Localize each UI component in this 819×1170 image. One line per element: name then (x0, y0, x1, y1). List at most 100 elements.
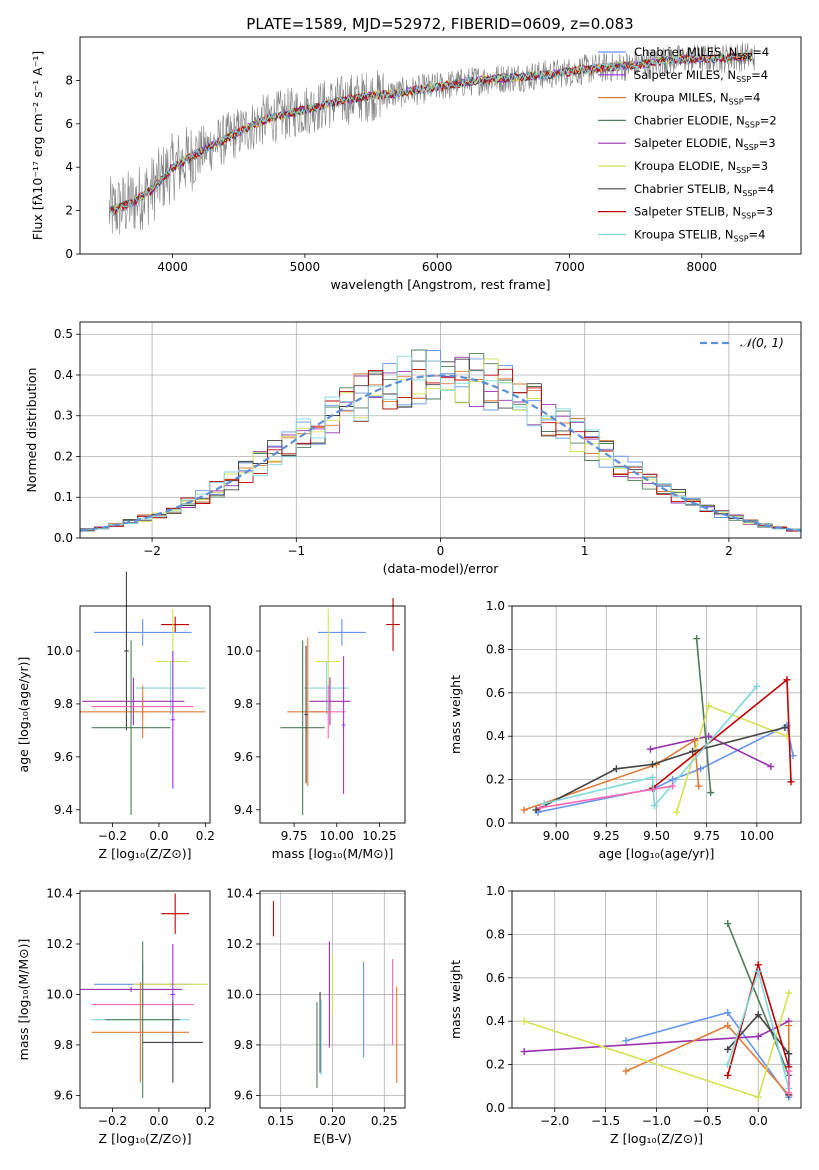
y-axis-label: mass weight (448, 675, 463, 754)
point-marker (691, 737, 699, 745)
y-tick-label: 0.2 (54, 449, 73, 463)
point-marker (754, 967, 762, 975)
ticks: 0.15 0.20 0.25 9.6 9.8 10.0 10.2 10.4 (226, 887, 397, 1128)
y-tick-label: 0.1 (54, 490, 73, 504)
plot-content (80, 893, 208, 1098)
weight-series (540, 682, 761, 810)
x-tick-label: 10.25 (362, 829, 396, 843)
y-axis-label: Normed distribution (24, 368, 39, 493)
point-marker (754, 1032, 762, 1040)
y-tick-label: 9.4 (234, 803, 253, 817)
errorbar-point (80, 986, 183, 992)
point-marker (754, 1011, 762, 1019)
ticks: 9.75 10.00 10.25 9.4 9.6 9.8 10.0 (226, 644, 396, 843)
point-marker (767, 763, 775, 771)
legend: 𝒩(0, 1) (700, 336, 784, 350)
x-tick-label: 0.0 (749, 1114, 768, 1128)
errorbar-point (386, 598, 400, 651)
legend-label: Salpeter STELIB, NSSP=3 (634, 205, 773, 221)
point-marker (650, 802, 658, 810)
plot-weight-vs-Z: −2.0 −1.5 −1.0 −0.5 0.0 0.0 0.2 0.4 0.6 0.8 1.0 Z [… (448, 884, 802, 1146)
axes-frame (79, 605, 211, 824)
x-tick-label: −0.2 (98, 1114, 127, 1128)
model-line (109, 50, 753, 215)
x-tick-label: 7000 (554, 260, 585, 274)
legend-label: Salpeter MILES, NSSP=4 (634, 68, 768, 84)
point-marker (612, 765, 620, 773)
series-line (695, 638, 712, 793)
point-marker (669, 782, 677, 790)
y-axis-label: Flux [fλ10⁻¹⁷ erg cm⁻² s⁻¹ A⁻¹] (30, 51, 45, 240)
legend-label: Chabrier ELODIE, NSSP=2 (634, 113, 777, 129)
point-marker (673, 808, 681, 816)
y-tick-label: 0.3 (54, 409, 73, 423)
x-tick-label: 0.2 (196, 1114, 215, 1128)
x-axis-label: E(B-V) (313, 1131, 352, 1146)
plot-mass-vs-Z: −0.2 0.0 0.2 9.6 9.8 10.0 10.2 10.4 Z [log₁₀(Z/Z… (16, 887, 215, 1146)
x-tick-label: 4000 (157, 260, 188, 274)
gaussian-curve (79, 374, 802, 532)
errorbar-point (80, 685, 206, 739)
x-tick-label: 0.25 (371, 1114, 398, 1128)
point-marker (697, 765, 705, 773)
axes-frame (259, 605, 406, 824)
plot-content (108, 42, 755, 235)
x-axis-label: Z [log₁₀(Z/Z⊙)] (99, 846, 192, 861)
legend-label: Chabrier MILES, NSSP=4 (634, 45, 769, 61)
x-tick-label: 0.0 (149, 1114, 168, 1128)
axes-frame (259, 890, 406, 1109)
point-marker (705, 702, 713, 710)
point-marker (622, 1037, 630, 1045)
y-tick-label: 0.0 (486, 1101, 505, 1115)
point-marker (781, 724, 789, 732)
point-marker (724, 1045, 732, 1053)
y-tick-label: 10.2 (226, 937, 253, 951)
grid (512, 605, 801, 824)
errorbar-point (341, 656, 346, 794)
point-marker (536, 804, 544, 812)
plot-spectrum: 4000 5000 6000 7000 8000 0 2 4 6 8 wavelength [Ang… (30, 36, 802, 292)
x-tick-label: 9.25 (593, 829, 620, 843)
point-marker (540, 799, 548, 807)
errorbar-point (304, 661, 349, 715)
errorbar-point (309, 677, 351, 726)
x-tick-label: 2 (725, 544, 733, 558)
ticks: 9.00 9.25 9.50 9.75 10.00 0.0 0.2 0.4 0.6 0.8 1.0 (486, 599, 774, 843)
x-axis-label: Z [log₁₀(Z/Z⊙)] (610, 1131, 703, 1146)
plot-age-vs-Z: −0.2 0.0 0.2 9.4 9.6 9.8 10.0 Z [log₁₀(Z/Z⊙)] ag… (16, 571, 215, 861)
y-tick-label: 0.0 (486, 816, 505, 830)
x-tick-label: −0.2 (98, 829, 127, 843)
y-tick-label: 0.5 (54, 327, 73, 341)
errorbar-point (318, 619, 366, 646)
y-tick-label: 10.2 (46, 937, 73, 951)
series-line (675, 704, 788, 813)
model-line (109, 51, 753, 215)
x-axis-label: Z [log₁₀(Z/Z⊙)] (99, 1131, 192, 1146)
axes-frame (79, 890, 211, 1109)
x-tick-label: −1.0 (642, 1114, 671, 1128)
legend-label: Salpeter ELODIE, NSSP=3 (634, 136, 776, 152)
y-tick-label: 9.6 (54, 1088, 73, 1102)
y-tick-label: 1.0 (486, 884, 505, 898)
x-tick-label: −1 (287, 544, 305, 558)
weight-series (648, 676, 795, 792)
x-tick-label: 0.15 (267, 1114, 294, 1128)
y-axis-label: age [log₁₀(age/yr)] (16, 657, 31, 773)
y-tick-label: 0 (65, 247, 73, 261)
errorbar-point (161, 616, 190, 633)
point-marker (754, 961, 762, 969)
point-marker (753, 682, 761, 690)
x-tick-label: −2 (143, 544, 161, 558)
point-marker (787, 778, 795, 786)
y-tick-label: 9.6 (54, 750, 73, 764)
series-line (523, 739, 700, 811)
x-axis-label: (data-model)/error (383, 561, 500, 576)
x-axis-label: age [log₁₀(age/yr)] (599, 846, 715, 861)
plot-residuals: −2 −1 0 1 2 0.0 0.1 0.2 0.3 0.4 0.5 (data-model)/er… (24, 321, 802, 576)
legend-label: 𝒩(0, 1) (740, 336, 784, 350)
y-tick-label: 9.6 (234, 750, 253, 764)
point-marker (785, 1067, 793, 1075)
ticks: 4000 5000 6000 7000 8000 0 2 4 6 8 (65, 73, 717, 274)
x-tick-label: 9.75 (693, 829, 720, 843)
plot-content (272, 901, 398, 1088)
